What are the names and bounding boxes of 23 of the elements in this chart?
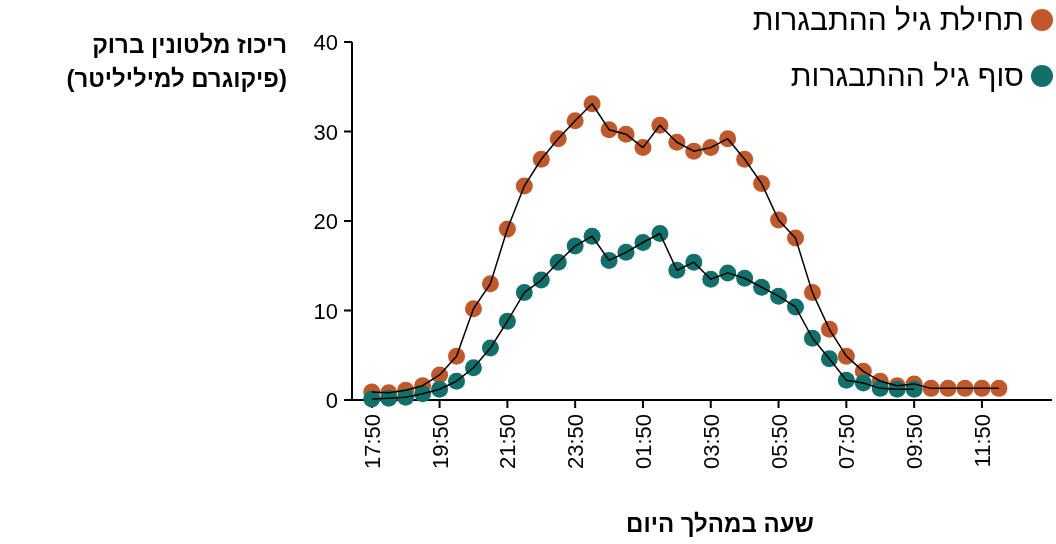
point: [973, 379, 991, 397]
y-axis-title: ריכוז מלטונין ברוק (פיקוגרם למיליליטר): [66, 31, 287, 92]
x-tick-label: 03:50: [698, 414, 724, 470]
x-tick-label: 01:50: [630, 414, 656, 470]
point: [956, 379, 974, 397]
x-tick-label: 11:50: [969, 414, 995, 468]
x-tick-label: 23:50: [563, 414, 589, 470]
y-tick-label: 20: [313, 209, 338, 234]
x-tick-label: 09:50: [902, 414, 928, 470]
x-tick-label: 07:50: [834, 414, 860, 470]
y-tick-label: 0: [325, 388, 338, 413]
x-tick-label: 17:50: [359, 414, 385, 470]
y-tick-label: 30: [313, 119, 338, 145]
point: [939, 379, 957, 397]
x-axis-title: שעה במהלך היום: [626, 510, 814, 537]
legend-label: סוף גיל ההתבגרות: [790, 59, 1024, 92]
x-tick-label: 19:50: [427, 414, 453, 470]
y-tick-label: 40: [313, 30, 338, 55]
legend-label: תחילת גיל ההתבגרות: [752, 3, 1024, 36]
y-tick-label: 10: [313, 298, 338, 324]
x-tick-label: 05:50: [766, 414, 792, 470]
point: [990, 379, 1008, 397]
x-tick-label: 21:50: [495, 414, 521, 470]
